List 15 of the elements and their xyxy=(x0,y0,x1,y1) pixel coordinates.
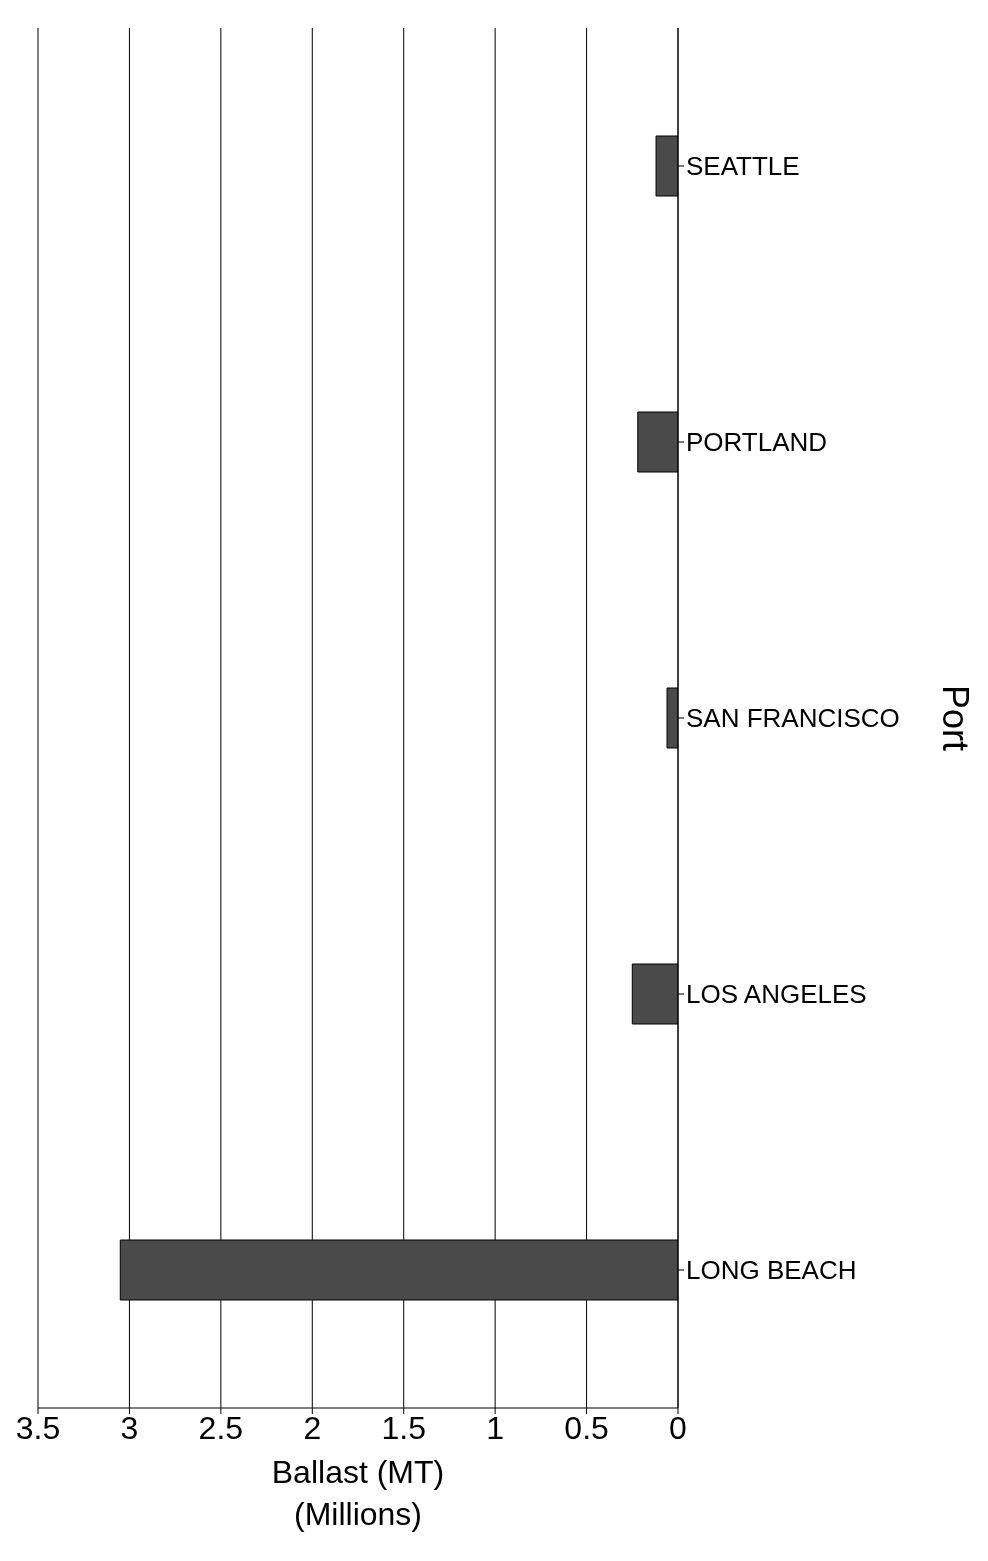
x-tick-label: 0.5 xyxy=(564,1409,609,1446)
x-tick-label: 2 xyxy=(303,1409,322,1446)
x-axis-title: Ballast (MT) (Millions) xyxy=(271,1454,445,1532)
y-tick-label: SAN FRANCISCO xyxy=(686,703,900,734)
x-tick-label: 3.5 xyxy=(15,1409,61,1446)
x-tick-label: 3 xyxy=(120,1409,139,1446)
y-tick-label: LOS ANGELES xyxy=(686,979,867,1010)
y-tick-label: LONG BEACH xyxy=(686,1255,857,1286)
y-axis-title: Port xyxy=(935,684,976,752)
y-tick-label: PORTLAND xyxy=(686,427,828,458)
x-tick-label: 1 xyxy=(486,1409,505,1446)
y-tick-label: SEATTLE xyxy=(686,151,800,182)
x-tick-label: 1.5 xyxy=(381,1409,426,1446)
x-tick-label: 2.5 xyxy=(198,1409,244,1446)
x-tick-label: 0 xyxy=(669,1409,687,1446)
